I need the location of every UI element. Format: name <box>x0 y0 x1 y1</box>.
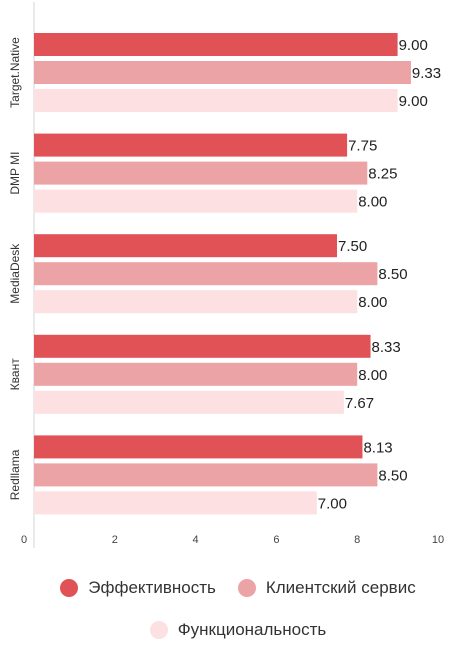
bar-value-label: 9.00 <box>399 93 428 110</box>
bar <box>34 435 363 459</box>
bar-value-label: 7.67 <box>345 395 374 412</box>
bar <box>34 189 358 213</box>
legend-swatch-effectiveness <box>60 579 79 597</box>
legend-swatch-functionality <box>149 621 168 639</box>
legend-label-effectiveness: Эффективность <box>88 578 216 597</box>
bar-value-label: 7.50 <box>338 238 367 255</box>
x-tick-label: 2 <box>112 534 118 546</box>
category-label: Target.Native <box>8 37 22 108</box>
x-tick-label: 10 <box>432 534 444 546</box>
bar <box>34 61 411 84</box>
bar-value-label: 8.00 <box>358 294 387 311</box>
bar <box>34 390 344 414</box>
bar-value-label: 7.00 <box>318 495 347 512</box>
bar <box>34 33 398 56</box>
bar-value-label: 8.50 <box>378 266 407 283</box>
legend-label-functionality: Функциональность <box>177 620 327 639</box>
bar-chart: 0 2 4 6 8 10 9.00 9.33 9.00 Target.Native 7.75 8.25… <box>8 2 444 548</box>
bar-value-label: 7.75 <box>348 138 377 155</box>
x-tick-label: 0 <box>21 534 27 546</box>
bar-value-label: 8.13 <box>363 439 392 456</box>
bar-value-label: 8.33 <box>372 339 401 356</box>
legend-row-1: Эффективность Клиентский сервис <box>0 576 476 600</box>
legend-item-functionality[interactable]: Функциональность <box>149 620 327 640</box>
bar <box>34 463 378 487</box>
bar-value-label: 9.33 <box>412 65 441 82</box>
bar <box>34 89 398 112</box>
x-tick-label: 8 <box>354 534 360 546</box>
legend-item-effectiveness[interactable]: Эффективность <box>60 578 216 598</box>
legend-swatch-client-service <box>237 579 256 597</box>
bar <box>34 334 371 358</box>
bar <box>34 362 358 386</box>
bar <box>34 234 337 258</box>
bar-value-label: 9.00 <box>399 37 428 54</box>
bar-value-label: 8.25 <box>368 166 397 183</box>
category-label: Redllama <box>8 449 22 500</box>
x-tick-label: 6 <box>273 534 279 546</box>
bar-value-label: 8.50 <box>378 467 407 484</box>
x-tick-label: 4 <box>193 534 199 546</box>
legend-label-client-service: Клиентский сервис <box>265 578 416 597</box>
category-label: Квант <box>8 358 22 391</box>
category-label: MediaDesk <box>8 243 22 304</box>
bar-value-label: 8.00 <box>358 194 387 211</box>
bar <box>34 290 358 314</box>
bar <box>34 491 317 515</box>
bar <box>34 262 378 286</box>
bar <box>34 161 368 185</box>
category-label: DMP MI <box>8 152 22 195</box>
bar <box>34 133 348 157</box>
bar-value-label: 8.00 <box>358 367 387 384</box>
legend-item-client-service[interactable]: Клиентский сервис <box>237 578 416 598</box>
legend-row-2: Функциональность <box>0 618 476 642</box>
